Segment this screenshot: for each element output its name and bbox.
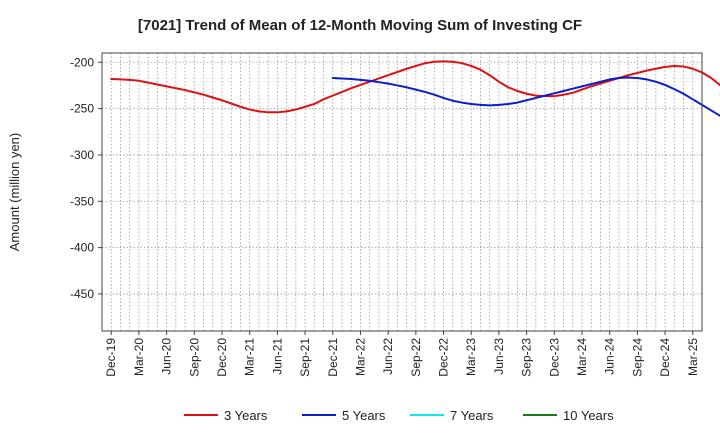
x-tick-label: Dec-20 (215, 338, 229, 377)
y-tick-label: -200 (70, 55, 94, 69)
x-tick-label: Sep-23 (520, 338, 534, 377)
plot-frame (101, 52, 703, 332)
x-tick-label: Sep-22 (409, 338, 423, 377)
legend-label-10-years: 10 Years (563, 408, 614, 423)
legend-label-5-years: 5 Years (342, 408, 386, 423)
series-line-3-years (110, 60, 720, 114)
series-layer (110, 60, 720, 117)
legend-label-3-years: 3 Years (224, 408, 268, 423)
x-tick-label: Mar-20 (132, 338, 146, 376)
x-tick-label: Jun-23 (492, 338, 506, 375)
x-tick-label: Sep-24 (630, 338, 644, 377)
x-tick-label: Dec-19 (104, 338, 118, 377)
x-tick-label: Mar-22 (353, 338, 367, 376)
x-tick-label: Sep-21 (298, 338, 312, 377)
x-tick-label: Sep-20 (187, 338, 201, 377)
y-tick-label: -450 (70, 287, 94, 301)
x-tick-label: Dec-24 (658, 338, 672, 377)
y-tick-label: -300 (70, 148, 94, 162)
x-tick-label: Dec-22 (437, 338, 451, 377)
legend: 3 Years 5 Years 7 Years 10 Years (184, 408, 614, 423)
x-tick-label: Dec-21 (326, 338, 340, 377)
x-tick-label: Jun-21 (270, 338, 284, 375)
series-line-5-years (331, 76, 720, 117)
chart-title: [7021] Trend of Mean of 12-Month Moving … (138, 17, 582, 34)
x-tick-label: Jun-24 (603, 338, 617, 375)
y-axis-ticks: -200 -250 -300 -350 -400 -450 (70, 55, 102, 301)
y-tick-label: -400 (70, 241, 94, 255)
grid-layer (102, 53, 702, 331)
x-tick-label: Mar-23 (464, 338, 478, 376)
y-axis-label: Amount (million yen) (7, 133, 22, 252)
x-tick-label: Jun-20 (160, 338, 174, 375)
legend-label-7-years: 7 Years (450, 408, 494, 423)
y-tick-label: -350 (70, 194, 94, 208)
x-axis-ticks: Dec-19 Mar-20 Jun-20 Sep-20 Dec-20 Mar-21 Jun-… (104, 331, 700, 377)
x-tick-label: Dec-23 (547, 338, 561, 377)
x-tick-label: Mar-21 (243, 338, 257, 376)
y-tick-label: -250 (70, 102, 94, 116)
x-tick-label: Jun-22 (381, 338, 395, 375)
x-tick-label: Mar-25 (686, 338, 700, 376)
x-tick-label: Mar-24 (575, 338, 589, 376)
